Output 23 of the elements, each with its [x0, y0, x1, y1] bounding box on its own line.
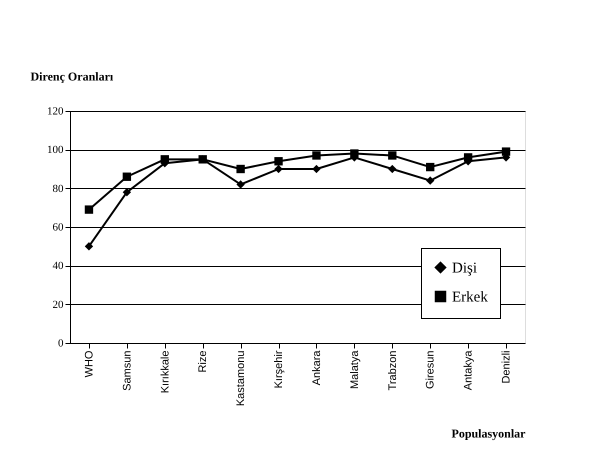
y-tick-label: 40 [52, 260, 64, 272]
x-tick-label: Antakya [462, 350, 475, 390]
x-tick-label: Kastamonu [235, 350, 248, 406]
x-tick-label: Ankara [310, 350, 323, 386]
x-tick-label: Trabzon [386, 350, 399, 390]
legend-label: Erkek [452, 290, 488, 306]
y-tick-label: 60 [52, 222, 64, 234]
x-tick-label: Denizli [500, 350, 513, 384]
y-tick-label: 80 [52, 182, 64, 195]
y-tick-label: 100 [47, 144, 64, 156]
y-tick-label: 0 [58, 338, 64, 350]
y-tick-label: 20 [52, 298, 64, 311]
x-tick-label: Rize [197, 350, 210, 373]
x-tick-label: Samsun [121, 350, 134, 391]
x-axis-title: Populasyonlar [451, 426, 526, 440]
legend-label: Dişi [452, 260, 478, 276]
x-tick-label: WHO [83, 350, 96, 378]
x-tick-label: Kırşehir [273, 350, 286, 388]
x-tick-label: Kırıkkale [159, 350, 172, 394]
x-tick-label: Giresun [424, 350, 437, 390]
y-axis-title: Direnç Oranları [30, 70, 114, 84]
y-tick-label: 120 [47, 106, 64, 118]
x-tick-label: Malatya [348, 350, 361, 390]
